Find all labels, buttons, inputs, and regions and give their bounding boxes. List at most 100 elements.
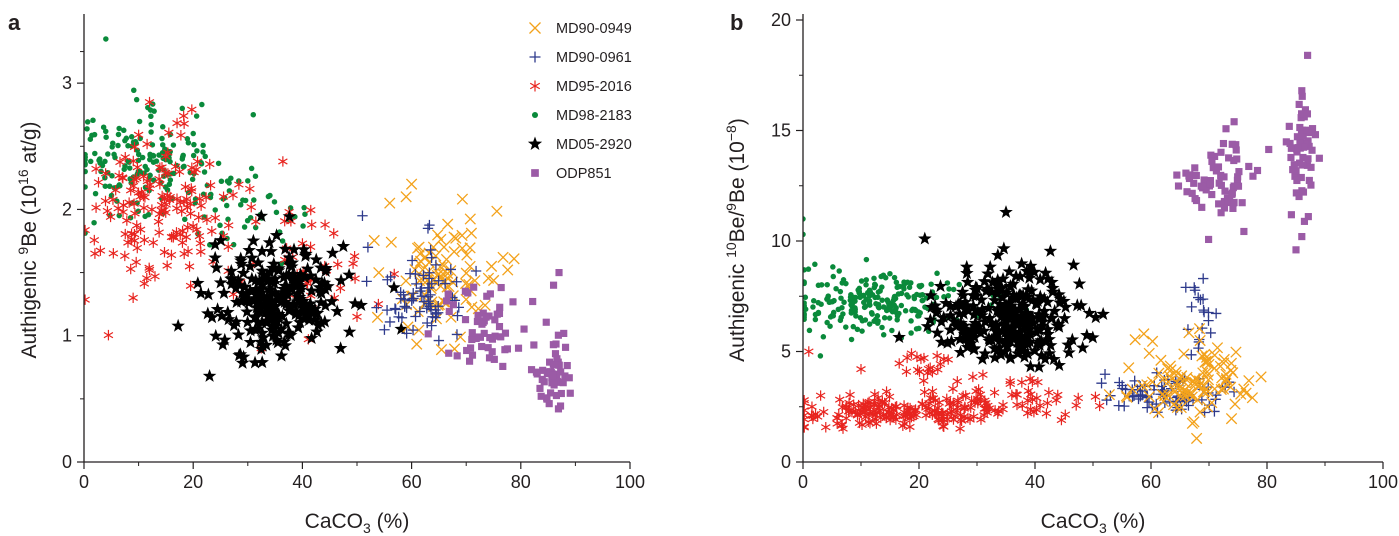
data-point <box>1153 367 1165 379</box>
data-point <box>254 285 269 299</box>
data-point <box>422 317 433 329</box>
data-point <box>265 304 280 318</box>
data-point <box>381 304 393 316</box>
data-point <box>262 283 277 297</box>
data-point <box>1287 153 1295 162</box>
data-point <box>200 142 206 149</box>
data-point <box>497 333 505 341</box>
data-point <box>549 281 558 289</box>
data-point <box>1129 334 1141 346</box>
data-point <box>215 160 222 167</box>
data-point <box>1015 344 1030 357</box>
data-point <box>803 346 814 357</box>
data-point <box>970 397 980 408</box>
data-point <box>217 286 231 299</box>
data-point <box>1174 182 1183 190</box>
data-point <box>426 278 437 289</box>
data-point <box>843 280 849 287</box>
data-point <box>866 321 873 327</box>
data-point <box>1295 192 1303 201</box>
data-point <box>1042 346 1057 360</box>
data-point <box>984 332 999 346</box>
data-point <box>952 376 963 387</box>
data-point <box>934 334 949 348</box>
data-point <box>1015 333 1030 347</box>
data-point <box>328 228 339 239</box>
data-point <box>305 241 316 253</box>
data-point <box>1011 339 1026 353</box>
data-point <box>106 183 113 190</box>
legend: MD90-0949 MD90-0961 MD95-2016 MD98-2183 MD05… <box>527 21 632 182</box>
data-point <box>349 251 360 262</box>
data-point <box>1163 370 1176 382</box>
data-point <box>215 308 229 322</box>
data-point <box>174 166 185 178</box>
data-point <box>894 317 900 323</box>
data-point <box>1155 354 1167 366</box>
data-point <box>84 154 88 160</box>
data-point <box>978 314 992 328</box>
data-point <box>1021 282 1035 296</box>
data-point <box>357 210 368 221</box>
data-point <box>1219 139 1228 148</box>
data-point <box>864 396 875 408</box>
data-point <box>1149 380 1160 391</box>
data-point <box>1193 323 1206 335</box>
data-point <box>824 319 830 326</box>
data-point <box>406 255 418 266</box>
data-point <box>881 386 892 397</box>
data-point <box>1023 359 1038 373</box>
data-point <box>102 128 109 135</box>
data-point <box>110 140 116 146</box>
data-point <box>943 299 958 313</box>
data-point <box>1243 374 1255 387</box>
data-point <box>93 177 104 188</box>
data-point <box>859 406 870 418</box>
data-point <box>1175 370 1188 382</box>
data-point <box>1005 375 1015 387</box>
data-point <box>130 208 140 219</box>
x-icon <box>529 22 541 34</box>
data-point <box>1035 318 1050 332</box>
data-point <box>998 399 1008 411</box>
data-point <box>1025 389 1036 400</box>
data-point <box>176 130 186 141</box>
data-point <box>951 297 965 310</box>
data-point <box>1198 203 1206 211</box>
data-point <box>291 320 305 334</box>
data-point <box>1006 276 1020 290</box>
data-point <box>803 312 807 318</box>
data-point <box>971 386 981 397</box>
data-point <box>559 379 567 387</box>
panel-a-data-points <box>84 36 574 413</box>
data-point <box>164 127 174 138</box>
data-point <box>184 136 191 142</box>
data-point <box>314 260 328 274</box>
data-point <box>1023 327 1037 341</box>
data-point <box>919 386 930 398</box>
data-point <box>502 264 514 276</box>
data-point <box>400 191 412 203</box>
data-point <box>905 294 912 300</box>
data-point <box>996 271 1010 285</box>
data-point <box>1051 394 1062 406</box>
data-point <box>1292 189 1300 197</box>
data-point <box>1156 381 1167 392</box>
data-point <box>905 413 915 424</box>
data-point <box>1223 194 1232 202</box>
data-point <box>856 290 863 296</box>
data-point <box>302 312 316 326</box>
data-point <box>190 152 197 159</box>
data-point <box>282 250 296 264</box>
data-point <box>320 219 330 230</box>
data-point <box>1018 305 1033 319</box>
data-point <box>238 279 252 293</box>
data-point <box>179 105 186 112</box>
data-point <box>1301 106 1309 114</box>
data-point <box>963 412 973 424</box>
data-point <box>1096 307 1110 320</box>
data-point <box>1026 316 1040 330</box>
data-point <box>318 264 333 277</box>
data-point <box>246 233 261 247</box>
data-point <box>1037 304 1052 317</box>
